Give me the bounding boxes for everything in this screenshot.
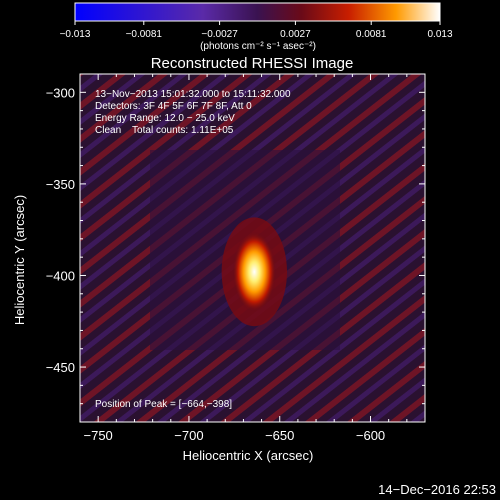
- colorbar-tick-label: 0.013: [427, 29, 452, 40]
- flare-source: [232, 231, 277, 313]
- info-annotations: 13−Nov−2013 15:01:32.000 to 15:11:32.000…: [95, 89, 291, 136]
- annotation-time-range: 13−Nov−2013 15:01:32.000 to 15:11:32.000: [95, 89, 291, 100]
- colorbar-units: (photons cm⁻² s⁻¹ asec⁻²): [200, 41, 316, 52]
- colorbar-tick-label: −0.0027: [201, 29, 238, 40]
- colorbar-tick-label: −0.013: [60, 29, 91, 40]
- peak-position-label: Position of Peak = [−664,−398]: [95, 399, 232, 410]
- x-tick-label: −700: [174, 428, 203, 443]
- colorbar-tick-label: 0.0081: [356, 29, 387, 40]
- colorbar-gradient: [74, 2, 441, 22]
- annotation-energy-range: Energy Range: 12.0 − 25.0 keV: [95, 113, 235, 124]
- colorbar: −0.013 −0.0081 −0.0027 0.0027 0.0081 0.013 (p…: [60, 2, 453, 52]
- plot-area: [80, 74, 425, 422]
- y-tick-label: −400: [46, 268, 75, 283]
- annotation-clean-counts: Clean Total counts: 1.11E+05: [95, 125, 234, 136]
- x-axis-label: Heliocentric X (arcsec): [183, 448, 314, 463]
- y-axis-ticks: −300 −350 −400 −450: [46, 73, 425, 423]
- x-tick-label: −600: [356, 428, 385, 443]
- y-axis-label: Heliocentric Y (arcsec): [12, 195, 27, 325]
- colorbar-tick-label: 0.0027: [280, 29, 311, 40]
- x-axis-ticks: −750 −700 −650 −600: [79, 74, 426, 443]
- colorbar-ticks: −0.013 −0.0081 −0.0027 0.0027 0.0081 0.013: [60, 21, 453, 40]
- colorbar-tick-label: −0.0081: [126, 29, 163, 40]
- chart-title: Reconstructed RHESSI Image: [151, 55, 354, 72]
- y-tick-label: −350: [46, 177, 75, 192]
- x-tick-label: −750: [84, 428, 113, 443]
- footer-timestamp: 14−Dec−2016 22:53: [378, 482, 496, 497]
- annotation-detectors: Detectors: 3F 4F 5F 6F 7F 8F, Att 0: [95, 101, 252, 112]
- y-tick-label: −450: [46, 360, 75, 375]
- x-tick-label: −650: [265, 428, 294, 443]
- y-tick-label: −300: [46, 85, 75, 100]
- plot-frame: [79, 73, 426, 423]
